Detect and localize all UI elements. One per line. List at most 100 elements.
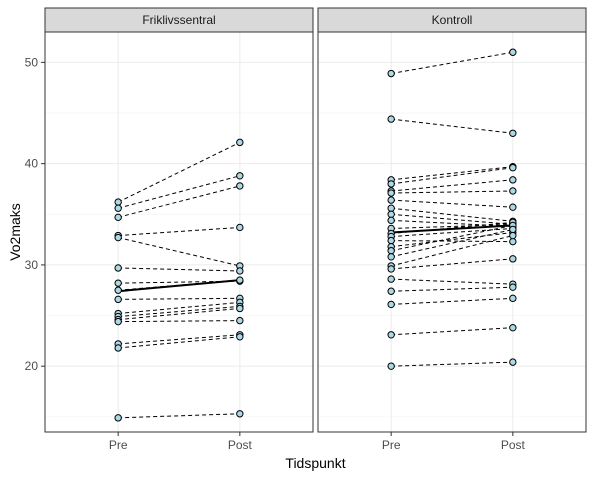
y-axis: 20 30 40 50 bbox=[25, 55, 45, 373]
individual-line bbox=[391, 327, 513, 336]
data-point bbox=[236, 304, 244, 313]
data-point bbox=[387, 69, 395, 78]
strip-background bbox=[317, 7, 587, 33]
individual-line bbox=[391, 207, 513, 222]
data-point bbox=[114, 286, 122, 294]
data-point bbox=[509, 255, 517, 263]
data-point bbox=[509, 237, 517, 246]
individual-line bbox=[118, 267, 240, 272]
data-point bbox=[387, 204, 395, 212]
data-point bbox=[387, 115, 395, 123]
data-point bbox=[236, 276, 244, 284]
individual-line bbox=[391, 278, 513, 285]
data-point bbox=[509, 225, 517, 234]
data-point bbox=[114, 204, 122, 212]
data-point bbox=[509, 176, 517, 184]
individual-line bbox=[391, 190, 513, 194]
individual-line bbox=[391, 227, 513, 238]
individual-line bbox=[118, 336, 240, 349]
individual-line bbox=[391, 297, 513, 305]
individual-line bbox=[391, 240, 513, 243]
data-point bbox=[509, 323, 517, 332]
data-point bbox=[509, 283, 517, 291]
data-point bbox=[387, 210, 395, 218]
panel-border bbox=[44, 31, 314, 433]
individual-line bbox=[391, 213, 513, 225]
panel-friklivssentral: Friklivssentral Pre Post bbox=[44, 7, 314, 452]
data-point bbox=[387, 196, 395, 204]
y-tick-label: 30 bbox=[25, 258, 39, 272]
individual-line bbox=[118, 307, 240, 321]
individual-line bbox=[391, 179, 513, 192]
individual-line bbox=[391, 286, 513, 292]
individual-line bbox=[118, 297, 240, 300]
data-point bbox=[387, 275, 395, 283]
data-point bbox=[509, 129, 517, 137]
individual-line bbox=[391, 223, 513, 229]
x-tick-label: Post bbox=[501, 438, 526, 452]
data-point bbox=[114, 198, 122, 206]
data-point bbox=[387, 253, 395, 261]
panel-border bbox=[317, 31, 587, 433]
data-point bbox=[114, 264, 122, 272]
data-point bbox=[509, 48, 517, 56]
individual-line bbox=[118, 413, 240, 419]
individual-line bbox=[391, 221, 513, 235]
x-tick-label: Pre bbox=[382, 438, 401, 452]
data-point bbox=[387, 189, 395, 197]
individual-line bbox=[117, 141, 241, 203]
data-point bbox=[387, 265, 395, 273]
strip-label: Kontroll bbox=[432, 13, 473, 27]
data-point bbox=[236, 267, 244, 275]
data-point bbox=[114, 295, 122, 304]
data-point bbox=[387, 247, 395, 255]
panels-container: Friklivssentral Pre Post Kontroll Pre Post bbox=[44, 7, 587, 452]
individual-line bbox=[391, 361, 513, 367]
individual-line bbox=[391, 199, 513, 208]
individual-line bbox=[118, 305, 240, 318]
strip-background bbox=[44, 7, 314, 33]
x-tick-label: Post bbox=[228, 438, 253, 452]
strip-label: Friklivssentral bbox=[142, 13, 215, 27]
data-point bbox=[509, 358, 517, 366]
data-point bbox=[387, 287, 395, 295]
data-point bbox=[509, 163, 517, 172]
individual-line bbox=[391, 166, 513, 181]
data-point bbox=[509, 231, 517, 240]
data-point bbox=[114, 414, 122, 422]
y-tick-label: 20 bbox=[25, 359, 39, 373]
panel-background bbox=[45, 32, 313, 432]
mean-line bbox=[118, 279, 240, 293]
data-point bbox=[509, 187, 517, 195]
x-axis-title: Tidspunkt bbox=[285, 455, 345, 471]
panel-background bbox=[318, 32, 586, 432]
individual-line bbox=[118, 226, 240, 237]
data-point bbox=[387, 236, 395, 245]
data-point bbox=[387, 180, 395, 188]
data-point bbox=[114, 279, 122, 287]
x-tick-label: Pre bbox=[109, 438, 128, 452]
data-point bbox=[236, 316, 244, 325]
individual-line bbox=[118, 301, 240, 315]
data-point bbox=[387, 216, 395, 225]
data-point bbox=[387, 331, 395, 339]
y-axis-title: Vo2maks bbox=[7, 203, 23, 261]
data-point bbox=[509, 203, 517, 211]
individual-line bbox=[391, 258, 513, 270]
data-point bbox=[236, 172, 244, 180]
data-point bbox=[387, 362, 395, 370]
data-point bbox=[114, 344, 122, 352]
panel-kontroll: Kontroll Pre Post bbox=[317, 7, 587, 452]
individual-line bbox=[118, 334, 240, 345]
y-tick-label: 40 bbox=[25, 157, 39, 171]
mean-line bbox=[391, 224, 513, 234]
data-point bbox=[236, 138, 244, 147]
data-point bbox=[236, 410, 244, 418]
individual-line bbox=[118, 320, 240, 323]
data-point bbox=[387, 300, 395, 309]
y-tick-label: 50 bbox=[25, 55, 39, 69]
data-point bbox=[236, 333, 244, 341]
data-point bbox=[114, 213, 122, 222]
data-point bbox=[114, 317, 122, 326]
